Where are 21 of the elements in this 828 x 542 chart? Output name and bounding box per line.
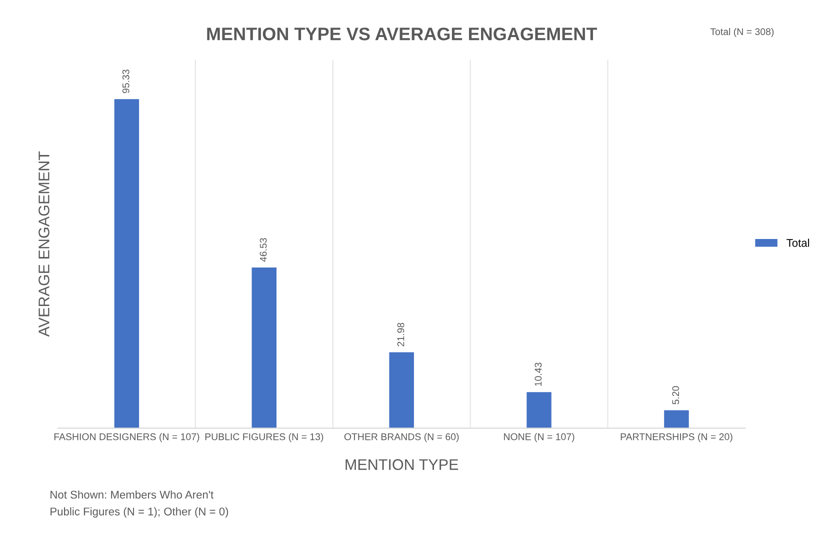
data-label: 10.43: [534, 362, 542, 386]
bar: [114, 99, 140, 428]
bar: [389, 352, 414, 428]
data-label: 46.53: [260, 238, 267, 262]
bar: [526, 392, 552, 428]
y-axis-title: AVERAGE ENGAGEMENT: [38, 151, 50, 337]
data-label: 21.98: [397, 322, 404, 346]
text: Not Shown: Members Who Aren't Public Figures (N = 1); Other (N = 0): [50, 490, 228, 518]
data-label: 5.20: [672, 386, 680, 404]
bar: [664, 410, 689, 428]
x-tick-label: PARTNERSHIPS (N = 20): [620, 433, 732, 442]
chart-title: MENTION TYPE VS AVERAGE ENGAGEMENT: [207, 28, 598, 40]
data-label: 95.33: [122, 70, 130, 94]
x-tick-label: FASHION DESIGNERS (N = 107): [54, 433, 200, 442]
legend-label: Total: [786, 238, 810, 247]
bar: [252, 268, 276, 428]
x-tick-label: PUBLIC FIGURES (N = 13): [205, 433, 324, 442]
x-tick-label: NONE (N = 107): [504, 433, 574, 442]
x-axis-title: MENTION TYPE: [346, 459, 458, 470]
text: Total (N = 308): [710, 28, 774, 38]
x-tick-label: OTHER BRANDS (N = 60): [344, 433, 459, 442]
